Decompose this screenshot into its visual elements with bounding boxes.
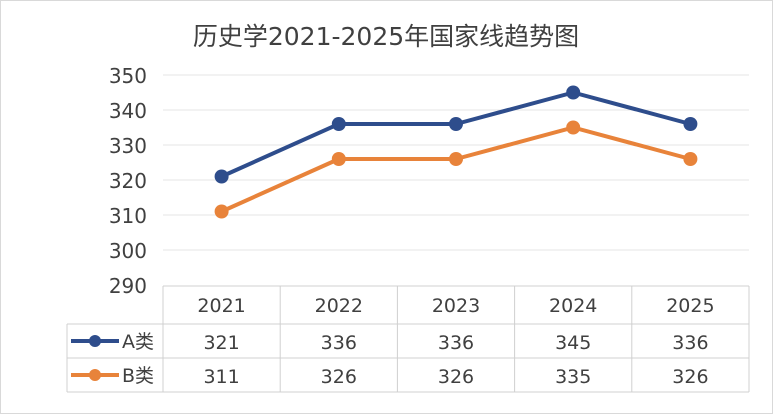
- data-point: [683, 117, 698, 131]
- data-point: [566, 85, 581, 100]
- table-value: 345: [555, 332, 591, 354]
- data-point: [449, 152, 463, 166]
- legend-label: B类: [122, 365, 154, 387]
- table-value: 335: [555, 366, 591, 388]
- legend-marker: [89, 369, 101, 381]
- data-point: [449, 117, 463, 131]
- table-value: 336: [321, 332, 357, 354]
- x-category-label: 2025: [666, 295, 714, 317]
- data-point: [683, 152, 698, 166]
- x-category-label: 2024: [549, 295, 597, 317]
- legend-label: A类: [122, 331, 154, 353]
- table-value: 311: [203, 366, 239, 388]
- chart-title: 历史学2021-2025年国家线趋势图: [193, 22, 579, 51]
- table-value: 321: [203, 332, 239, 354]
- x-category-label: 2023: [432, 295, 480, 317]
- table-value: 326: [438, 366, 474, 388]
- data-point: [566, 120, 581, 135]
- table-value: 326: [321, 366, 357, 388]
- data-point: [214, 169, 229, 184]
- table-value: 336: [438, 332, 474, 354]
- y-tick-label: 290: [109, 274, 147, 298]
- y-tick-label: 300: [109, 239, 147, 263]
- y-tick-label: 340: [109, 99, 147, 123]
- series-line: [220, 125, 691, 214]
- data-point: [214, 204, 229, 219]
- y-tick-label: 330: [109, 134, 147, 158]
- x-category-label: 2022: [315, 295, 363, 317]
- y-tick-label: 310: [109, 204, 147, 228]
- y-tick-label: 350: [109, 64, 147, 88]
- legend-marker: [89, 335, 101, 347]
- x-category-label: 2021: [197, 295, 245, 317]
- data-point: [331, 117, 346, 131]
- data-point: [331, 152, 346, 166]
- table-value: 336: [672, 332, 708, 354]
- table-value: 326: [672, 366, 708, 388]
- y-tick-label: 320: [109, 169, 147, 193]
